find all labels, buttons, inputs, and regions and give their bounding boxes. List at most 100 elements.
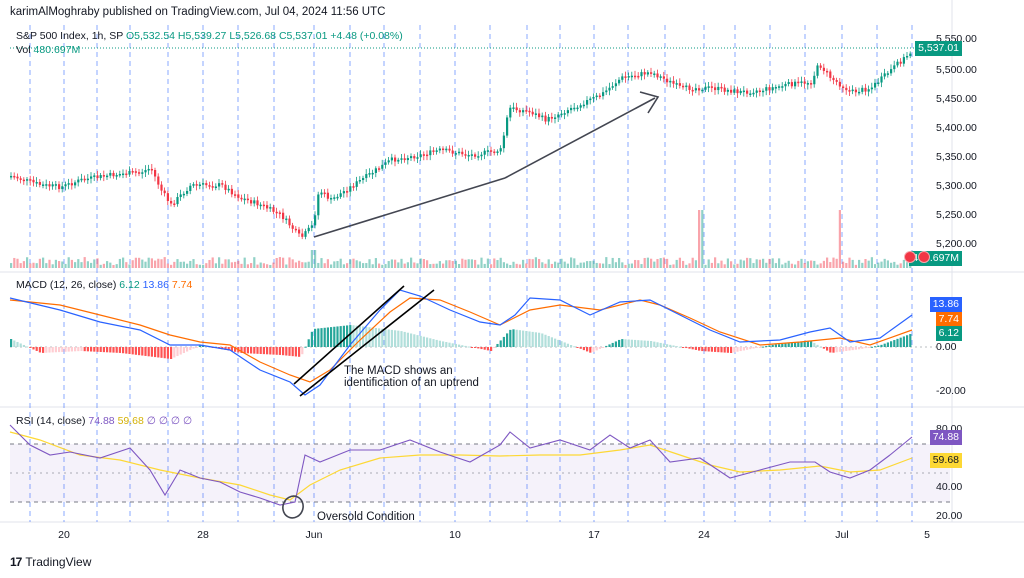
volume-bar	[883, 258, 886, 268]
macd-histogram-bar	[454, 343, 457, 347]
volume-bar	[838, 210, 841, 268]
volume-bar	[342, 264, 345, 268]
price-candle	[608, 87, 611, 91]
macd-histogram-bar	[83, 347, 86, 352]
volume-bar	[230, 262, 233, 268]
macd-histogram-bar	[198, 345, 201, 347]
macd-histogram-bar	[278, 347, 281, 355]
macd-histogram-bar	[506, 333, 509, 347]
macd-histogram-bar	[403, 331, 406, 347]
vol-label[interactable]: Vol	[16, 44, 31, 56]
price-candle	[637, 75, 640, 78]
volume-bar	[93, 259, 96, 268]
price-candle	[864, 87, 867, 92]
x-axis-label: 28	[197, 529, 209, 541]
macd-title[interactable]: MACD (12, 26, close)	[16, 279, 117, 291]
volume-bar	[474, 259, 477, 268]
volume-bar	[832, 257, 835, 268]
volume-bar	[432, 263, 435, 268]
price-candle	[173, 203, 176, 206]
price-candle	[493, 151, 496, 154]
volume-bar	[349, 259, 352, 268]
event-flags[interactable]	[904, 251, 930, 263]
macd-histogram-bar	[326, 327, 329, 347]
macd-histogram-bar	[650, 341, 653, 347]
volume-bar	[902, 259, 905, 268]
price-candle	[179, 194, 182, 198]
price-candle	[832, 77, 835, 81]
macd-histogram-bar	[528, 331, 531, 347]
volume-bar	[733, 264, 736, 268]
volume-bar	[10, 263, 13, 268]
volume-bar	[854, 264, 857, 268]
price-candle	[442, 148, 445, 151]
us-flag-icon[interactable]	[904, 251, 916, 263]
macd-histogram-bar	[726, 347, 729, 353]
volume-bar	[362, 263, 365, 268]
volume-bar	[781, 264, 784, 268]
volume-bar	[410, 257, 413, 268]
volume-bar	[282, 257, 285, 268]
volume-bar	[416, 263, 419, 268]
volume-bar	[694, 260, 697, 268]
macd-histogram-bar	[659, 342, 662, 347]
change-value: +4.48 (+0.08%)	[330, 30, 403, 42]
volume-bar	[662, 257, 665, 268]
price-candle	[96, 175, 99, 179]
price-candle	[51, 184, 54, 187]
x-axis-label: Jun	[305, 529, 323, 541]
volume-bar	[464, 259, 467, 268]
symbol-label[interactable]: S&P 500 Index, 1h, SP	[16, 30, 124, 42]
macd-histogram-bar	[842, 347, 845, 352]
price-candle	[298, 229, 301, 234]
volume-bar	[400, 258, 403, 268]
us-flag-icon[interactable]	[918, 251, 930, 263]
price-candle	[768, 87, 771, 91]
volume-bar	[467, 259, 470, 268]
price-candle	[906, 55, 909, 58]
price-candle	[147, 168, 150, 171]
price-candle	[243, 198, 246, 201]
volume-bar	[170, 264, 173, 268]
volume-bar	[109, 262, 112, 268]
volume-bar	[234, 261, 237, 268]
price-candle	[403, 158, 406, 161]
volume-bar	[272, 262, 275, 268]
macd-histogram-bar	[246, 347, 249, 354]
price-candle	[86, 178, 89, 181]
volume-bar	[538, 258, 541, 268]
price-candle	[160, 184, 163, 191]
volume-bar	[371, 264, 374, 268]
volume-bar	[77, 259, 80, 268]
price-candle	[454, 153, 457, 155]
macd-histogram-bar	[838, 347, 841, 352]
volume-bar	[739, 259, 742, 268]
price-candle	[704, 86, 707, 90]
macd-histogram-bar	[256, 347, 259, 354]
price-candle	[842, 86, 845, 89]
price-candle	[83, 178, 86, 181]
tradingview-logo[interactable]: 17 TradingView	[10, 555, 91, 569]
price-candle	[550, 116, 553, 119]
volume-bar	[502, 262, 505, 268]
macd-histogram-bar	[13, 340, 16, 347]
rsi-title[interactable]: RSI (14, close)	[16, 415, 86, 427]
volume-bar	[685, 264, 688, 268]
price-candle	[851, 89, 854, 92]
price-candle	[38, 182, 41, 185]
macd-histogram-bar	[806, 341, 809, 347]
macd-histogram-bar	[301, 347, 304, 355]
price-candle	[416, 157, 419, 159]
volume-bar	[730, 261, 733, 268]
macd-hist-tag: 6.12	[935, 326, 962, 341]
price-candle	[614, 83, 617, 87]
tradingview-brand: TradingView	[25, 555, 92, 569]
macd-histogram-bar	[307, 339, 310, 347]
price-candle	[902, 57, 905, 64]
price-candle	[726, 89, 729, 92]
macd-histogram-bar	[483, 347, 486, 350]
volume-bar	[704, 264, 707, 268]
price-candle	[816, 65, 819, 76]
macd-histogram-bar	[330, 327, 333, 347]
